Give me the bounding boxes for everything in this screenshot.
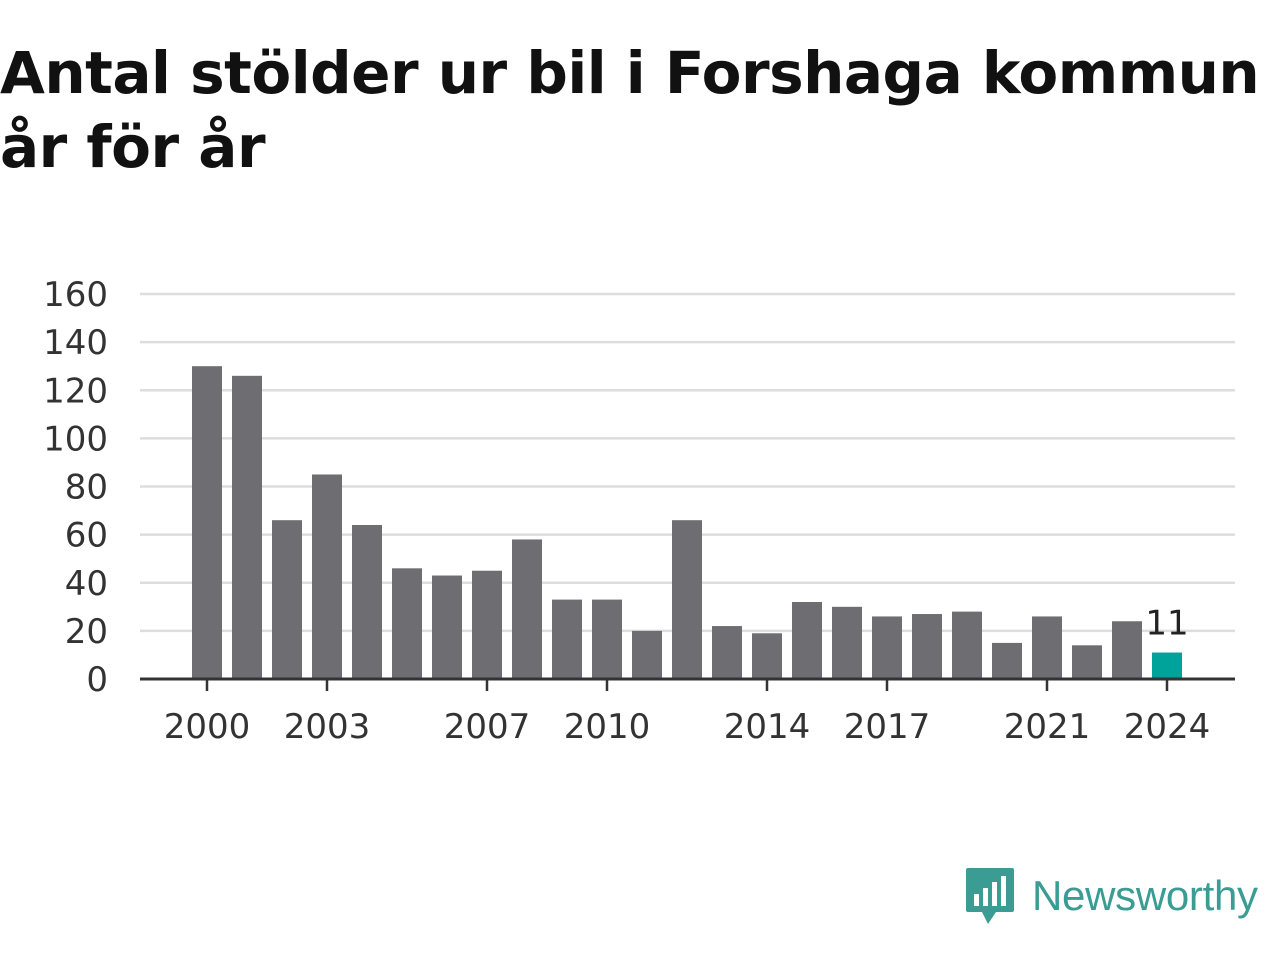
- y-tick-label: 160: [43, 275, 108, 315]
- bar-2011: [632, 630, 662, 679]
- x-tick-label: 2000: [164, 707, 251, 747]
- data-labels: 11: [1145, 604, 1188, 644]
- bar-2019: [952, 611, 982, 679]
- data-label-2024: 11: [1145, 604, 1188, 644]
- y-tick-label: 0: [86, 660, 108, 700]
- bar-2017: [872, 616, 902, 679]
- bar-2003: [312, 474, 342, 679]
- y-tick-label: 60: [65, 516, 108, 556]
- x-tick-label: 2010: [564, 707, 651, 747]
- bar-2015: [792, 602, 822, 679]
- brand-name: Newsworthy: [1032, 872, 1258, 919]
- bar-2020: [992, 642, 1022, 679]
- x-tick-label: 2021: [1004, 707, 1091, 747]
- bar-2018: [912, 614, 942, 679]
- bar-2007: [472, 570, 502, 679]
- bars: [192, 366, 1182, 679]
- x-tick-label: 2014: [724, 707, 811, 747]
- x-tick-label: 2017: [844, 707, 931, 747]
- x-tick-label: 2024: [1124, 707, 1211, 747]
- bar-2002: [272, 520, 302, 679]
- bar-2009: [552, 599, 582, 679]
- bar-2005: [392, 568, 422, 679]
- bar-2010: [592, 599, 622, 679]
- y-tick-label: 80: [65, 468, 108, 508]
- chart-title: Antal stölder ur bil i Forshaga kommun å…: [0, 39, 1260, 181]
- bar-2013: [712, 626, 742, 679]
- bar-2023: [1112, 621, 1142, 679]
- y-tick-label: 40: [65, 564, 108, 604]
- bar-2001: [232, 375, 262, 679]
- y-tick-label: 120: [43, 371, 108, 411]
- x-tick-label: 2007: [444, 707, 531, 747]
- bar-2022: [1072, 645, 1102, 679]
- x-tick-label: 2003: [284, 707, 371, 747]
- bar-2000: [192, 366, 222, 679]
- bar-2004: [352, 525, 382, 679]
- bar-2021: [1032, 616, 1062, 679]
- y-tick-label: 20: [65, 612, 108, 652]
- bar-2024: [1152, 652, 1182, 679]
- bar-2016: [832, 606, 862, 679]
- bar-2014: [752, 633, 782, 679]
- bar-2008: [512, 539, 542, 679]
- bar-2006: [432, 575, 462, 679]
- y-tick-label: 100: [43, 419, 108, 459]
- brand-logo: Newsworthy: [964, 864, 1258, 928]
- y-axis-ticks: 0 20 40 60 80 100 120 140 160: [43, 275, 108, 700]
- y-tick-label: 140: [43, 323, 108, 363]
- bar-2012: [672, 520, 702, 679]
- newsworthy-logo-icon: [966, 868, 1014, 924]
- x-axis-ticks: 2000 2003 2007 2010 2014 2017 2021 2024: [164, 679, 1211, 747]
